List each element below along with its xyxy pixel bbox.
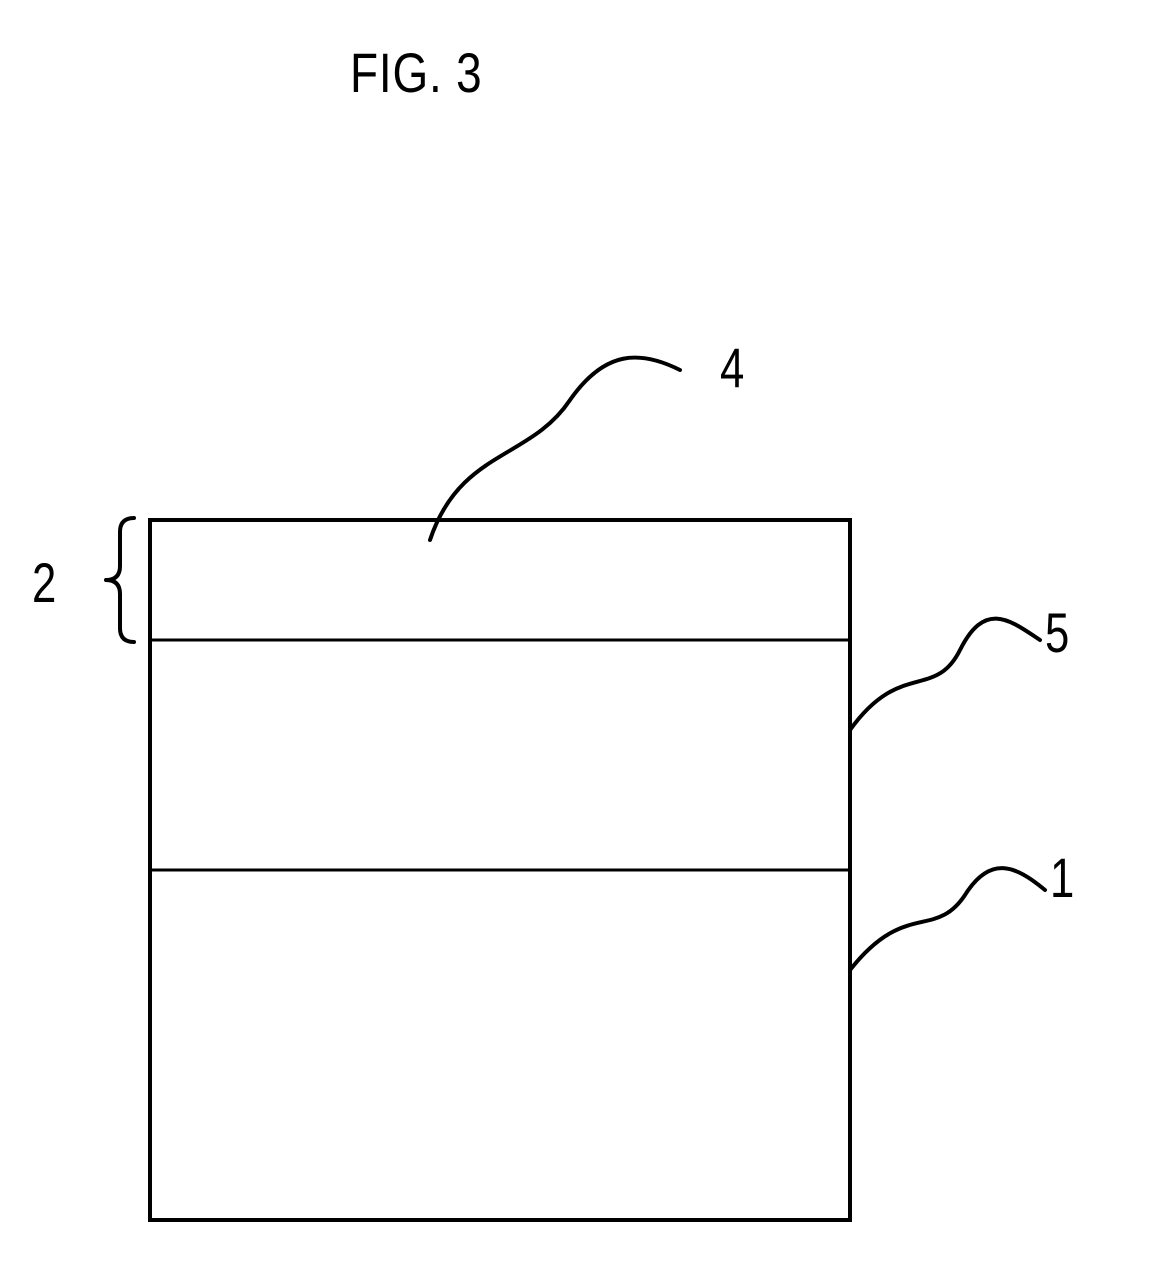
label-1: 1 bbox=[1050, 845, 1074, 910]
label-2: 2 bbox=[32, 550, 56, 615]
label-5: 5 bbox=[1045, 600, 1069, 665]
figure-canvas: FIG. 3 4 2 5 1 bbox=[0, 0, 1161, 1284]
figure-svg bbox=[0, 0, 1161, 1284]
label-4: 4 bbox=[720, 335, 744, 400]
